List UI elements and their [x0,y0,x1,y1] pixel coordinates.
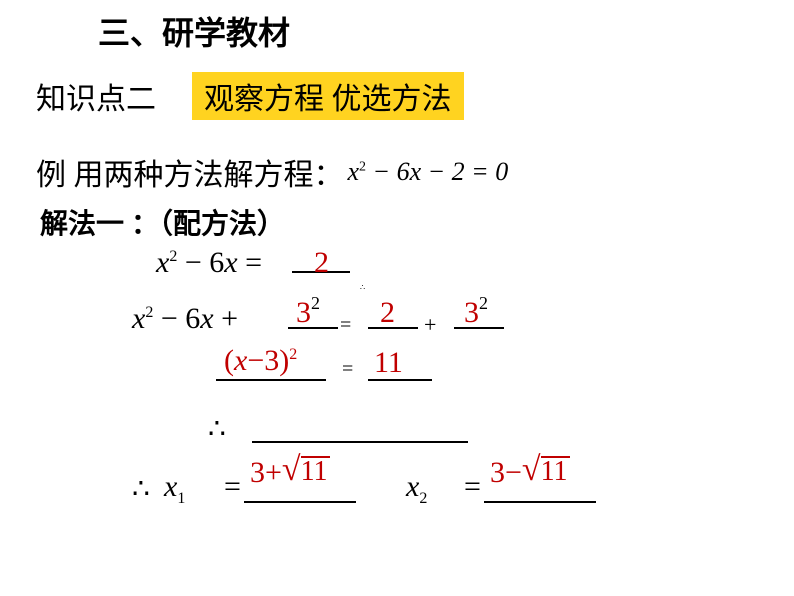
therefore-2: ∴ [132,472,150,506]
x1-equals: = [224,470,241,504]
method-one-label: 解法一 ：（配方法） [40,202,285,242]
answer-x2: 3− √11 [490,456,570,490]
blank-therefore [252,424,468,443]
answer-addlhs: 3 [296,296,311,330]
therefore-1: ∴ [208,412,226,446]
answer-sqrhs: 11 [374,346,403,380]
x1-label: x1 [164,470,185,508]
step-line-1: x2 − 6x = [156,246,262,280]
answer-x1: 3+ √11 [250,456,330,490]
section-title: 三、研学教材 [98,8,290,54]
overlay-exp-2: 2 [479,293,488,314]
step-line-2: x2 − 6x + [132,302,238,336]
answer-sqlhs: (x−3)2 [224,344,297,378]
scratch-mark: ∴ [360,283,365,292]
plus-sign: + [424,312,436,338]
equals-small-1: = [340,314,351,337]
x2-equals: = [464,470,481,504]
highlight-banner: 观察方程 优选方法 [192,72,464,120]
answer-rhs2: 2 [380,296,395,330]
example-prefix: 例 用两种方法解方程： [36,150,344,194]
answer-addrhs: 3 [464,296,479,330]
equals-small-2: = [342,358,353,381]
answer-rhs1: 2 [314,246,329,280]
knowledge-point-label: 知识点二 [36,74,156,118]
overlay-exp-1: 2 [311,293,320,314]
equation: x2 − 6x − 2 = 0 [348,157,509,187]
x2-label: x2 [406,470,427,508]
